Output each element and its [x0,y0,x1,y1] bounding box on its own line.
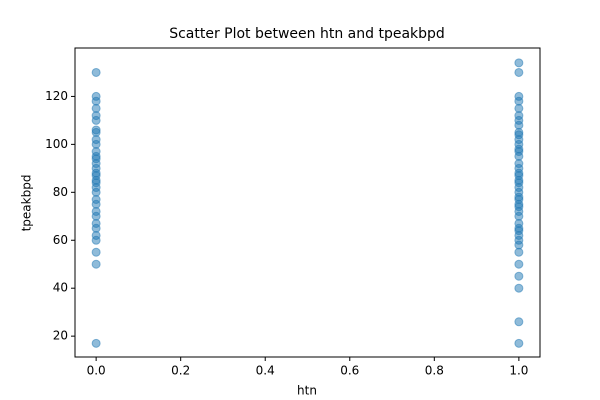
point [91,125,101,135]
x-tick-label: 1.0 [509,364,528,378]
point [91,338,101,348]
point [91,247,101,257]
point [91,67,101,77]
y-tick-label: 60 [53,233,68,247]
chart-title: Scatter Plot between htn and tpeakbpd [169,26,445,42]
point [91,91,101,101]
x-tick-label: 0.0 [87,364,106,378]
y-tick-label: 120 [45,89,68,103]
y-axis-label: tpeakbpd [20,175,34,232]
point [514,317,524,327]
point [514,91,524,101]
point [514,338,524,348]
x-tick-label: 0.6 [340,364,359,378]
x-tick-label: 0.8 [425,364,444,378]
point [91,259,101,269]
plot-frame [74,47,541,358]
point [514,58,524,68]
point [514,67,524,77]
point [514,271,524,281]
y-tick-label: 100 [45,137,68,151]
point [514,283,524,293]
point [514,259,524,269]
y-tick-label: 80 [53,185,68,199]
y-tick-label: 20 [53,329,68,343]
x-axis-label: htn [297,384,317,398]
x-tick-label: 0.4 [256,364,275,378]
y-tick-label: 40 [53,281,68,295]
x-tick-label: 0.2 [171,364,190,378]
